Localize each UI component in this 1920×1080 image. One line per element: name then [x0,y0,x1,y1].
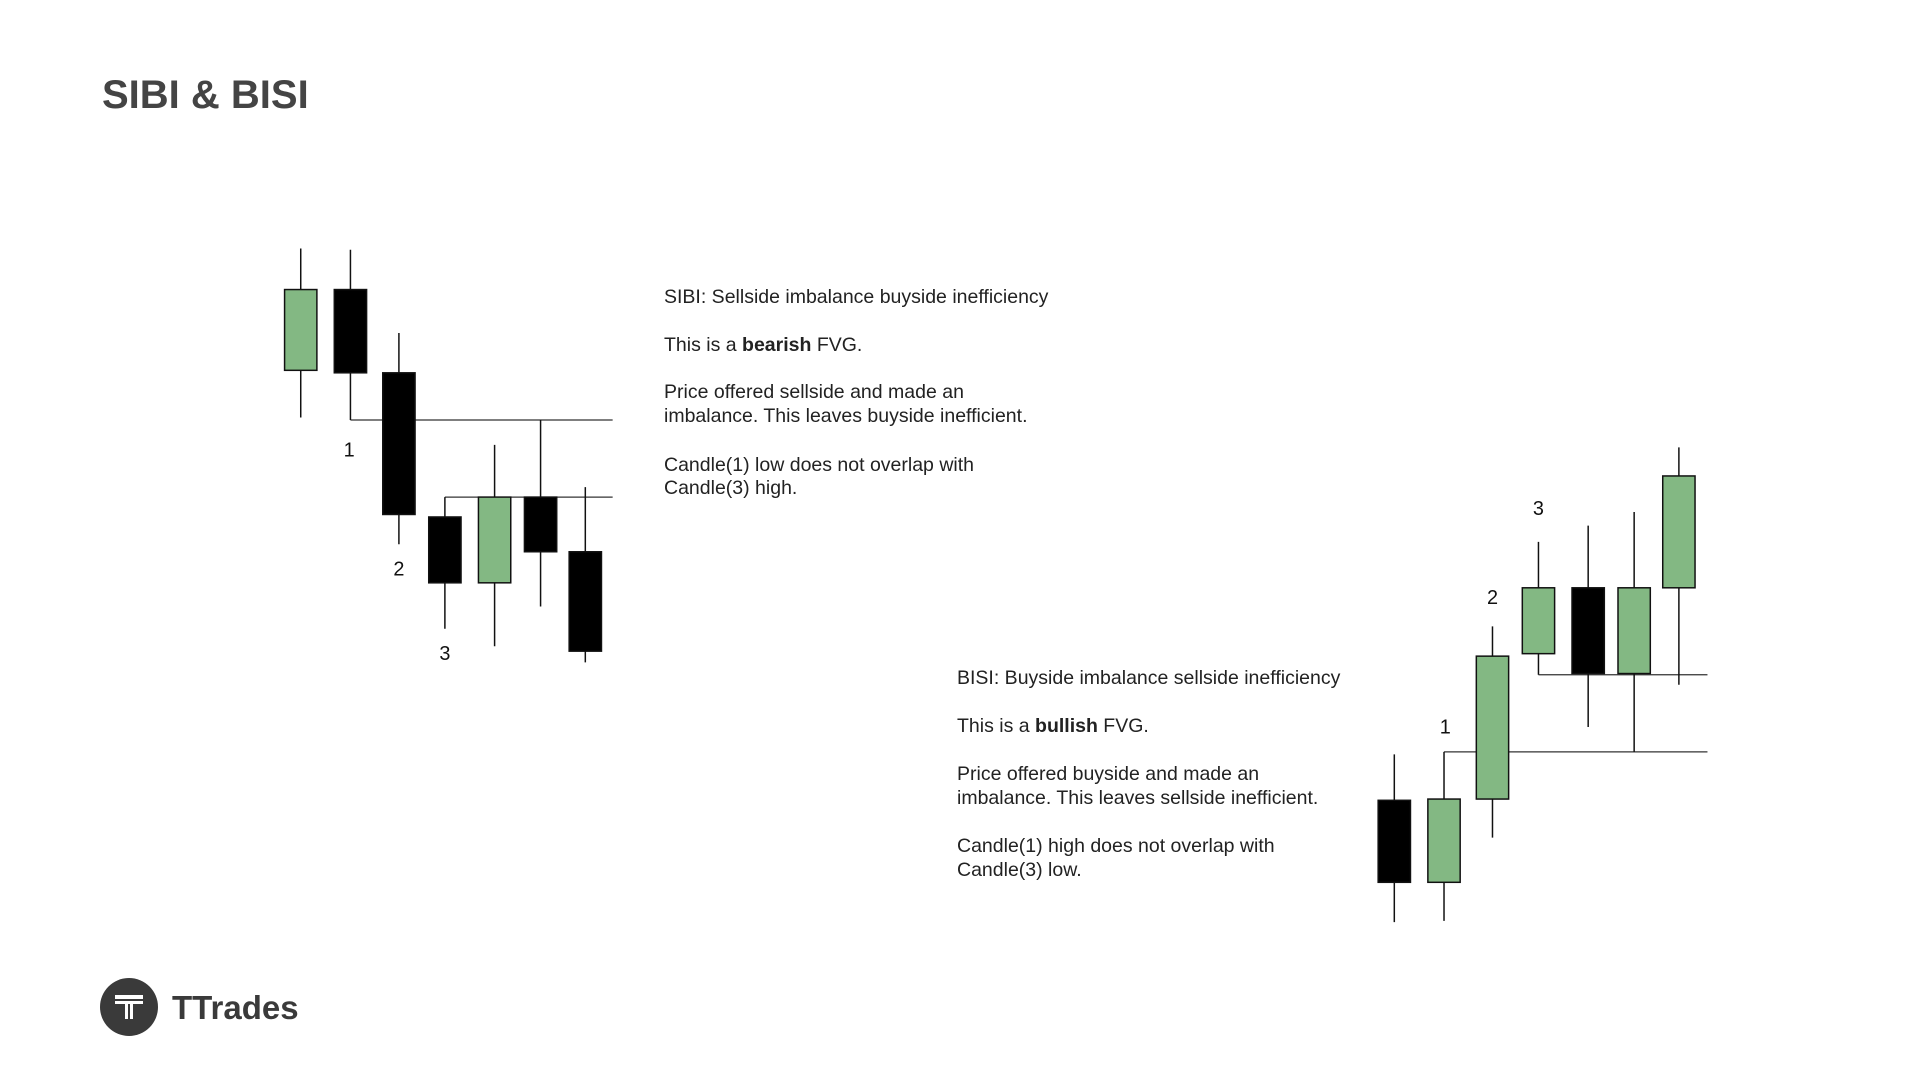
candle [477,496,512,584]
text: This is a [957,715,1035,737]
candle-label: 1 [344,439,355,461]
text: This is a [664,334,742,356]
bisi-rule: Candle(3) low. [957,859,1082,881]
text: FVG. [1098,715,1149,737]
candle [1617,587,1652,675]
candle-label: 1 [1440,716,1451,738]
bisi-explanation: Price offered buyside and made an [957,763,1259,785]
candle-label: 2 [393,559,404,581]
sibi-explanation: Price offered sellside and made an [664,381,964,403]
sibi-rule: Candle(3) high. [664,477,797,499]
candle [568,551,603,652]
bisi-kind: This is a bullish FVG. [957,715,1149,737]
candle [1521,587,1556,655]
logo-mark [115,995,143,1019]
sibi-kind: This is a bearish FVG. [664,334,862,356]
candle-label: 3 [439,643,450,665]
bisi-rule: Candle(1) high does not overlap with [957,835,1275,857]
candle [1661,475,1696,589]
text: bullish [1035,715,1098,737]
sibi-rule: Candle(1) low does not overlap with [664,454,974,476]
brand: TTrades [100,978,299,1036]
bisi-candles: 1 2 3 [1377,447,1708,923]
candle [1427,798,1461,884]
candle [283,288,318,372]
bisi-heading: BISI: Buyside imbalance sellside ineffic… [957,667,1341,689]
candle [333,288,368,374]
candle [382,372,416,516]
candle [427,516,462,584]
candle-label: 2 [1487,587,1498,609]
text: FVG. [811,334,862,356]
text: bearish [742,334,811,356]
sibi-text: SIBI: Sellside imbalance buyside ineffic… [664,286,1049,499]
candle [1571,587,1606,675]
candle [1475,655,1510,800]
bisi-text: BISI: Buyside imbalance sellside ineffic… [957,667,1341,881]
title: SIBI & BISI [102,73,309,117]
candle [1377,799,1412,884]
candles: 1 2 3 1 2 3 [283,248,1708,923]
sibi-explanation: imbalance. This leaves buyside inefficie… [664,405,1027,427]
bisi-explanation: imbalance. This leaves sellside ineffici… [957,787,1318,809]
brand-name: TTrades [172,989,299,1026]
sibi-candles: 1 2 3 [283,248,613,665]
sibi-heading: SIBI: Sellside imbalance buyside ineffic… [664,286,1049,308]
candle-label: 3 [1533,498,1544,520]
logo [100,978,158,1036]
candle [523,496,558,553]
